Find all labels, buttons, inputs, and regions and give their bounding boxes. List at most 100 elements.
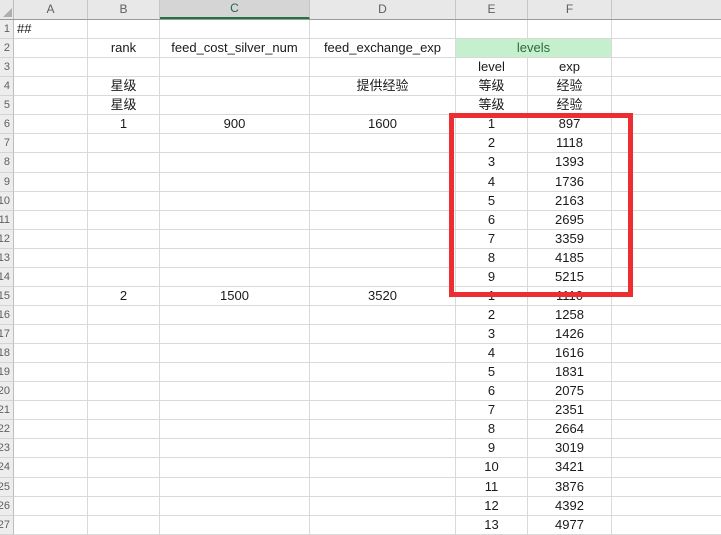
- row-header-19[interactable]: 19: [0, 363, 14, 383]
- cell-C19[interactable]: [160, 363, 310, 383]
- cell-B22[interactable]: [88, 420, 160, 440]
- cell-A14[interactable]: [14, 267, 88, 287]
- cell-E4[interactable]: 等级: [456, 77, 528, 97]
- cell-E15[interactable]: 1: [456, 286, 528, 306]
- row-header-24[interactable]: 24: [0, 458, 14, 478]
- cell-B4[interactable]: 星级: [88, 77, 160, 97]
- select-all-corner[interactable]: [0, 0, 14, 19]
- cell-B14[interactable]: [88, 267, 160, 287]
- cell-D25[interactable]: [310, 477, 456, 497]
- cell-C8[interactable]: [160, 153, 310, 173]
- cell-G3[interactable]: [612, 58, 721, 78]
- row-header-10[interactable]: 10: [0, 191, 14, 211]
- cell-G4[interactable]: [612, 77, 721, 97]
- cell-G2[interactable]: [612, 39, 721, 59]
- cell-D10[interactable]: [310, 191, 456, 211]
- cell-E23[interactable]: 9: [456, 439, 528, 459]
- cell-G25[interactable]: [612, 478, 721, 497]
- column-header-C[interactable]: C: [160, 0, 310, 19]
- cell-B25[interactable]: [88, 477, 160, 497]
- cell-E20[interactable]: 6: [456, 382, 528, 402]
- cell-C12[interactable]: [160, 229, 310, 249]
- cell-A26[interactable]: [14, 496, 88, 516]
- column-header-F[interactable]: F: [528, 0, 612, 19]
- cell-C6[interactable]: 900: [160, 115, 310, 135]
- cell-D18[interactable]: [310, 344, 456, 364]
- cell-G5[interactable]: [612, 96, 721, 116]
- row-header-21[interactable]: 21: [0, 401, 14, 421]
- cell-E7[interactable]: 2: [456, 134, 528, 154]
- cell-E16[interactable]: 2: [456, 305, 528, 325]
- row-header-7[interactable]: 7: [0, 134, 14, 154]
- cell-E11[interactable]: 6: [456, 210, 528, 230]
- cell-C10[interactable]: [160, 191, 310, 211]
- cell-E21[interactable]: 7: [456, 401, 528, 421]
- cell-B13[interactable]: [88, 248, 160, 268]
- cell-F7[interactable]: 1118: [528, 134, 612, 154]
- cell-C11[interactable]: [160, 210, 310, 230]
- cell-G16[interactable]: [612, 306, 721, 325]
- cell-B11[interactable]: [88, 210, 160, 230]
- cell-D20[interactable]: [310, 382, 456, 402]
- cell-F23[interactable]: 3019: [528, 439, 612, 459]
- cell-E5[interactable]: 等级: [456, 96, 528, 116]
- cell-G10[interactable]: [612, 192, 721, 211]
- cell-D1[interactable]: [310, 20, 456, 40]
- row-header-20[interactable]: 20: [0, 382, 14, 402]
- cell-F8[interactable]: 1393: [528, 153, 612, 173]
- row-header-6[interactable]: 6: [0, 115, 14, 135]
- cell-F18[interactable]: 1616: [528, 344, 612, 364]
- cell-C23[interactable]: [160, 439, 310, 459]
- cell-A4[interactable]: [14, 77, 88, 97]
- cell-F27[interactable]: 4977: [528, 515, 612, 535]
- cell-B26[interactable]: [88, 496, 160, 516]
- cell-A5[interactable]: [14, 96, 88, 116]
- cell-E3[interactable]: level: [456, 58, 528, 78]
- cell-F12[interactable]: 3359: [528, 229, 612, 249]
- cell-C26[interactable]: [160, 496, 310, 516]
- cell-F9[interactable]: 1736: [528, 172, 612, 192]
- cell-B27[interactable]: [88, 515, 160, 535]
- cell-E17[interactable]: 3: [456, 325, 528, 345]
- row-header-26[interactable]: 26: [0, 496, 14, 516]
- cell-A10[interactable]: [14, 191, 88, 211]
- cell-E13[interactable]: 8: [456, 248, 528, 268]
- cell-C15[interactable]: 1500: [160, 286, 310, 306]
- cell-C18[interactable]: [160, 344, 310, 364]
- cell-F24[interactable]: 3421: [528, 458, 612, 478]
- cell-D8[interactable]: [310, 153, 456, 173]
- cell-F10[interactable]: 2163: [528, 191, 612, 211]
- cell-C17[interactable]: [160, 325, 310, 345]
- cell-A9[interactable]: [14, 172, 88, 192]
- cell-E6[interactable]: 1: [456, 115, 528, 135]
- row-header-11[interactable]: 11: [0, 210, 14, 230]
- cell-A15[interactable]: [14, 286, 88, 306]
- cell-E19[interactable]: 5: [456, 363, 528, 383]
- cell-D15[interactable]: 3520: [310, 286, 456, 306]
- cell-A20[interactable]: [14, 382, 88, 402]
- cell-B3[interactable]: [88, 58, 160, 78]
- cell-G11[interactable]: [612, 211, 721, 230]
- cell-G15[interactable]: [612, 287, 721, 306]
- cell-D16[interactable]: [310, 305, 456, 325]
- cell-D23[interactable]: [310, 439, 456, 459]
- cell-C20[interactable]: [160, 382, 310, 402]
- row-header-18[interactable]: 18: [0, 344, 14, 364]
- cell-D3[interactable]: [310, 58, 456, 78]
- cell-C7[interactable]: [160, 134, 310, 154]
- row-header-14[interactable]: 14: [0, 267, 14, 287]
- cell-A19[interactable]: [14, 363, 88, 383]
- cell-E8[interactable]: 3: [456, 153, 528, 173]
- cell-E10[interactable]: 5: [456, 191, 528, 211]
- cell-B21[interactable]: [88, 401, 160, 421]
- cell-G1[interactable]: [612, 20, 721, 40]
- cell-A13[interactable]: [14, 248, 88, 268]
- row-header-15[interactable]: 15: [0, 286, 14, 306]
- cell-C24[interactable]: [160, 458, 310, 478]
- cell-D5[interactable]: [310, 96, 456, 116]
- row-header-1[interactable]: 1: [0, 20, 14, 40]
- cell-D12[interactable]: [310, 229, 456, 249]
- cell-F3[interactable]: exp: [528, 58, 612, 78]
- cell-F5[interactable]: 经验: [528, 96, 612, 116]
- cell-B9[interactable]: [88, 172, 160, 192]
